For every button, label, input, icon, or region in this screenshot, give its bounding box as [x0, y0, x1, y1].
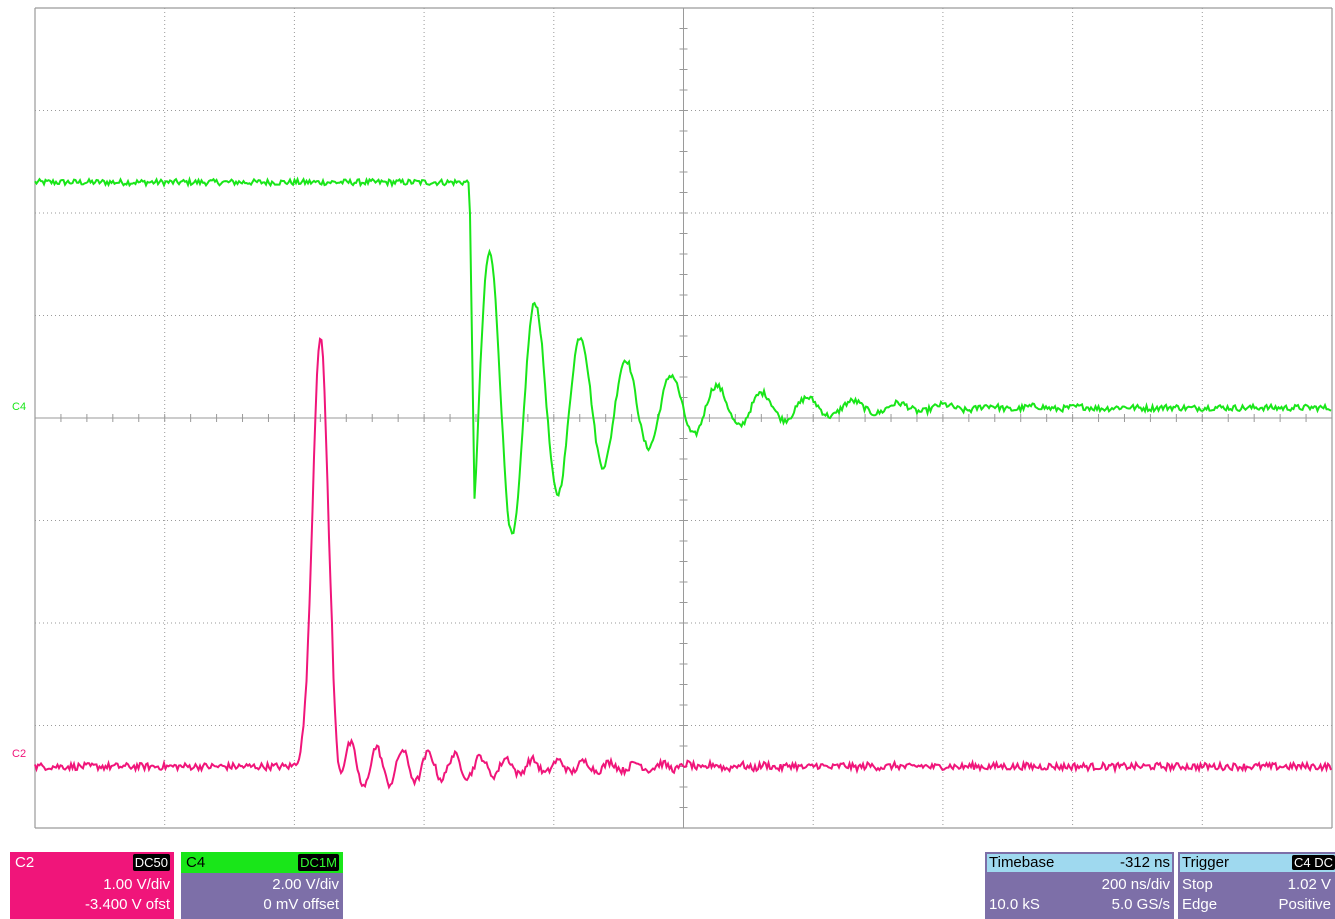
timebase-rate: 5.0 GS/s	[1111, 896, 1170, 913]
channel-c2-id: C2	[15, 854, 35, 871]
trigger-mode: Stop	[1182, 876, 1213, 893]
channel-c4-coupling: DC1M	[298, 854, 339, 871]
channel-c4-offset: 0 mV offset	[263, 896, 339, 913]
trigger-type: Edge	[1182, 896, 1218, 913]
timebase-delay: -312 ns	[1119, 854, 1170, 871]
channel-c2-offset: -3.400 V ofst	[84, 896, 170, 913]
channel-c2-panel[interactable]: C2 DC50 1.00 V/div -3.400 V ofst	[10, 852, 174, 919]
channel-c4-scale: 2.00 V/div	[272, 876, 339, 893]
trigger-label: Trigger	[1182, 854, 1229, 871]
trace-c4	[34, 175, 1332, 535]
channel-c4-panel[interactable]: C4 DC1M 2.00 V/div 0 mV offset	[181, 852, 343, 919]
trigger-slope: Positive	[1278, 896, 1331, 913]
trigger-source: C4 DC	[1291, 855, 1335, 870]
c2-trace-marker: C2	[12, 748, 26, 760]
trigger-panel[interactable]: Trigger C4 DC Stop 1.02 V Edge Positive	[1178, 852, 1335, 919]
oscilloscope-display: C4 C2	[12, 7, 1333, 829]
timebase-scale: 200 ns/div	[1101, 876, 1170, 893]
trace-c2	[34, 337, 1332, 790]
channel-c4-id: C4	[186, 854, 206, 871]
timebase-label: Timebase	[989, 854, 1055, 871]
trigger-level: 1.02 V	[1287, 876, 1331, 893]
channel-c2-scale: 1.00 V/div	[103, 876, 170, 893]
c4-trace-marker: C4	[12, 401, 26, 413]
graticule	[34, 7, 1333, 829]
channel-c2-coupling: DC50	[132, 854, 170, 871]
timebase-panel[interactable]: Timebase -312 ns 200 ns/div 10.0 kS 5.0 …	[985, 852, 1174, 919]
timebase-samples: 10.0 kS	[989, 896, 1040, 913]
